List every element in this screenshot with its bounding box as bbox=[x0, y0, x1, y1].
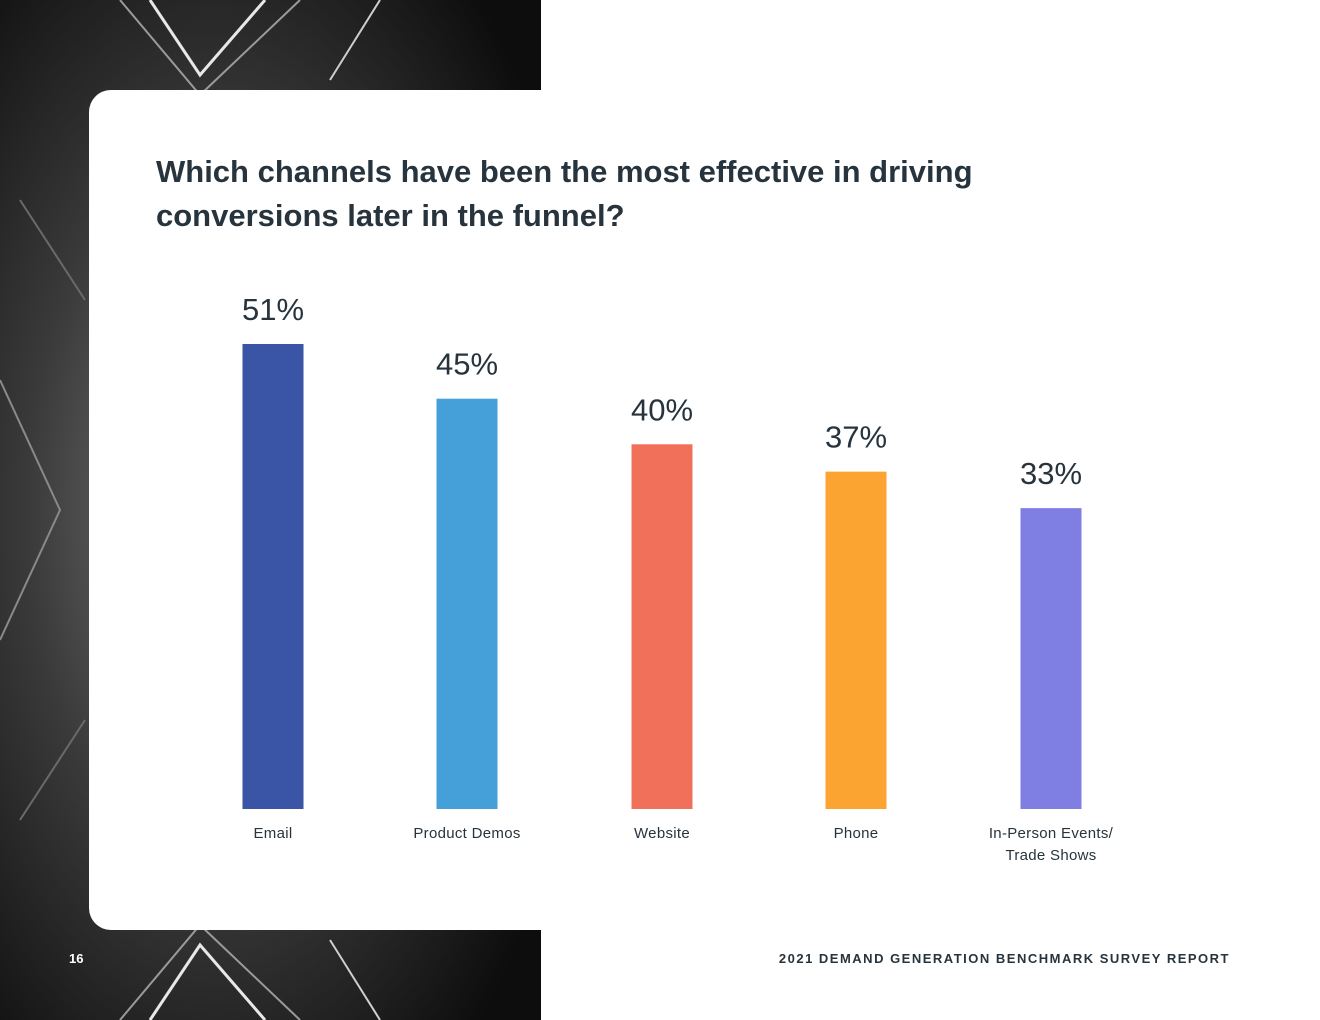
category-label-0: Email bbox=[253, 825, 292, 842]
page-number: 16 bbox=[69, 951, 84, 966]
bar-value-label-3: 37% bbox=[825, 420, 887, 455]
bar-4 bbox=[1020, 508, 1082, 809]
bar-value-label-4: 33% bbox=[1020, 456, 1082, 491]
bar-2 bbox=[631, 444, 693, 809]
bar-value-label-2: 40% bbox=[631, 392, 693, 427]
report-footer: 2021 DEMAND GENERATION BENCHMARK SURVEY … bbox=[778, 951, 1230, 966]
bar-3 bbox=[825, 471, 887, 809]
category-label-1: Product Demos bbox=[413, 825, 520, 842]
bar-value-label-1: 45% bbox=[436, 347, 498, 382]
category-label-2: Website bbox=[634, 825, 690, 842]
category-label-4: In-Person Events/Trade Shows bbox=[989, 825, 1114, 864]
chart-title: Which channels have been the most effect… bbox=[156, 154, 973, 233]
bar-0 bbox=[242, 344, 304, 809]
bar-value-label-0: 51% bbox=[242, 292, 304, 327]
category-label-3: Phone bbox=[834, 825, 879, 842]
bar-1 bbox=[436, 398, 498, 809]
